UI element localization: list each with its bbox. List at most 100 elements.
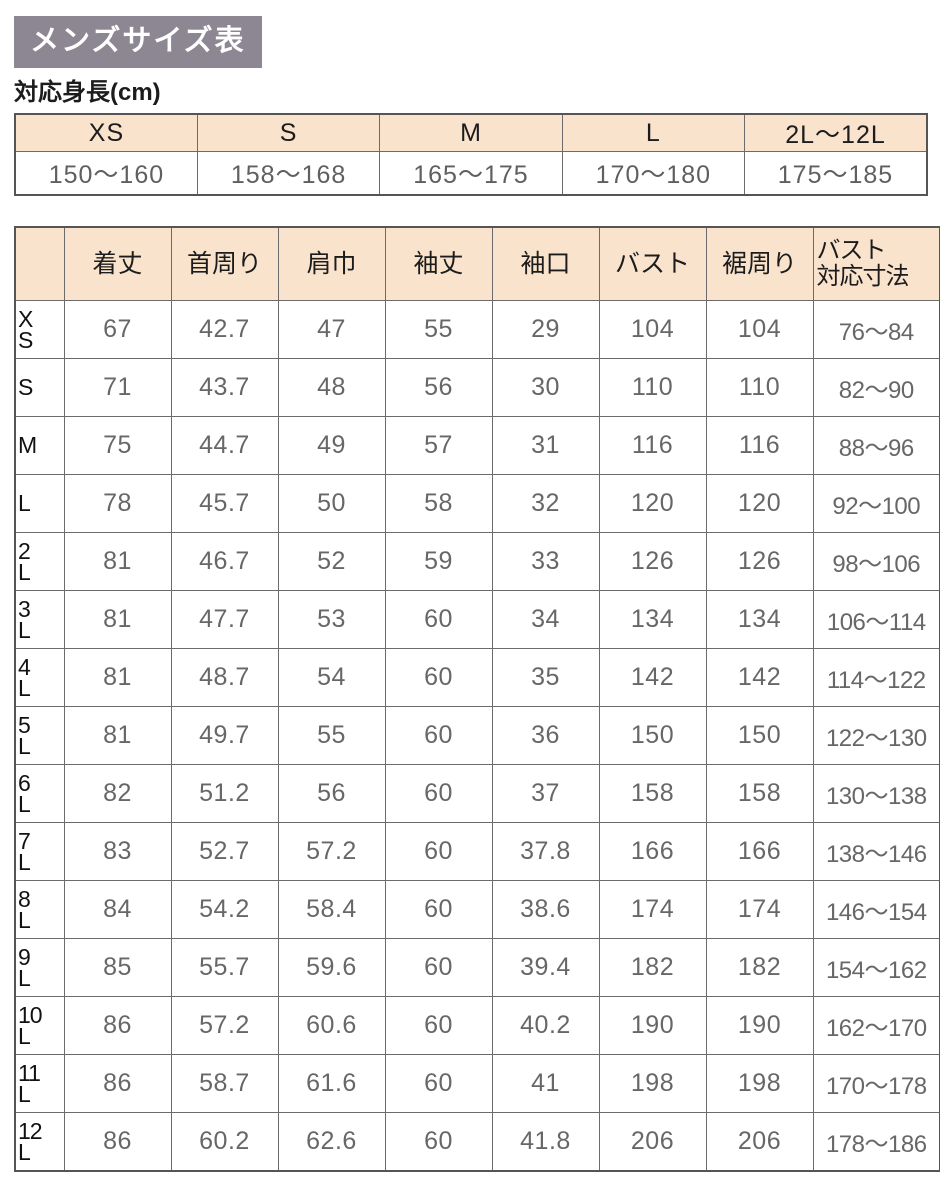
row-size-label-top: 11 xyxy=(18,1059,41,1086)
measurements-header-kitake: 着丈 xyxy=(63,226,172,302)
measurements-header-row: 着丈 首周り 肩巾 袖丈 袖口 バスト 裾周り バスト 対応寸法 xyxy=(14,226,940,302)
height-header-cell-s: S xyxy=(196,113,381,153)
cell-1: 44.7 xyxy=(170,416,279,476)
cell-3: 60 xyxy=(384,706,493,766)
cell-4: 35 xyxy=(491,648,600,708)
cell-0: 85 xyxy=(63,938,172,998)
cell-1: 43.7 xyxy=(170,358,279,418)
row-size-label-top: 10 xyxy=(18,1001,43,1028)
cell-7: 122〜130 xyxy=(812,706,940,766)
cell-5: 166 xyxy=(598,822,707,882)
cell-7: 106〜114 xyxy=(812,590,940,650)
table-row: 10 L 86 57.2 60.6 60 40.2 190 190 162〜170 xyxy=(14,996,940,1056)
cell-1: 57.2 xyxy=(170,996,279,1056)
cell-6: 166 xyxy=(705,822,814,882)
cell-2: 58.4 xyxy=(277,880,386,940)
cell-6: 142 xyxy=(705,648,814,708)
cell-7: 162〜170 xyxy=(812,996,940,1056)
row-size-label-bottom: L xyxy=(18,790,31,817)
cell-7: 138〜146 xyxy=(812,822,940,882)
cell-5: 150 xyxy=(598,706,707,766)
cell-5: 174 xyxy=(598,880,707,940)
row-size-label-top: 12 xyxy=(18,1117,43,1144)
cell-4: 29 xyxy=(491,300,600,360)
cell-2: 60.6 xyxy=(277,996,386,1056)
cell-7: 88〜96 xyxy=(812,416,940,476)
table-row: 3 L 81 47.7 53 60 34 134 134 106〜114 xyxy=(14,590,940,650)
cell-7: 178〜186 xyxy=(812,1112,940,1172)
row-size-label: L xyxy=(14,474,65,534)
table-row: S 71 43.7 48 56 30 110 110 82〜90 xyxy=(14,358,940,418)
cell-0: 81 xyxy=(63,706,172,766)
page-title: メンズサイズ表 xyxy=(14,16,262,68)
cell-4: 36 xyxy=(491,706,600,766)
cell-6: 110 xyxy=(705,358,814,418)
cell-0: 83 xyxy=(63,822,172,882)
measurements-table: 着丈 首周り 肩巾 袖丈 袖口 バスト 裾周り バスト 対応寸法 X S 67 42.… xyxy=(14,226,940,1173)
cell-1: 54.2 xyxy=(170,880,279,940)
height-value-2l-12l: 175〜185 xyxy=(744,151,928,196)
cell-2: 47 xyxy=(277,300,386,360)
row-size-label-top: 8 xyxy=(18,885,31,912)
cell-1: 45.7 xyxy=(170,474,279,534)
cell-5: 190 xyxy=(598,996,707,1056)
cell-3: 60 xyxy=(384,880,493,940)
cell-3: 60 xyxy=(384,938,493,998)
cell-7: 98〜106 xyxy=(812,532,940,592)
cell-6: 126 xyxy=(705,532,814,592)
cell-4: 37.8 xyxy=(491,822,600,882)
cell-0: 81 xyxy=(63,648,172,708)
cell-2: 52 xyxy=(277,532,386,592)
row-size-label-bottom: L xyxy=(18,674,31,701)
cell-7: 146〜154 xyxy=(812,880,940,940)
cell-3: 60 xyxy=(384,1054,493,1114)
cell-3: 60 xyxy=(384,996,493,1056)
cell-1: 46.7 xyxy=(170,532,279,592)
measurements-header-susomawari: 裾周り xyxy=(705,226,814,302)
cell-3: 56 xyxy=(384,358,493,418)
cell-4: 41 xyxy=(491,1054,600,1114)
cell-5: 116 xyxy=(598,416,707,476)
cell-3: 60 xyxy=(384,590,493,650)
cell-5: 110 xyxy=(598,358,707,418)
cell-0: 86 xyxy=(63,996,172,1056)
table-row: 4 L 81 48.7 54 60 35 142 142 114〜122 xyxy=(14,648,940,708)
cell-2: 57.2 xyxy=(277,822,386,882)
cell-1: 55.7 xyxy=(170,938,279,998)
cell-7: 154〜162 xyxy=(812,938,940,998)
cell-3: 60 xyxy=(384,764,493,824)
cell-7: 76〜84 xyxy=(812,300,940,360)
measurements-header-sodetake: 袖丈 xyxy=(384,226,493,302)
cell-1: 51.2 xyxy=(170,764,279,824)
row-size-label-top: L xyxy=(18,490,31,517)
cell-3: 60 xyxy=(384,1112,493,1172)
table-row: 8 L 84 54.2 58.4 60 38.6 174 174 146〜154 xyxy=(14,880,940,940)
cell-5: 134 xyxy=(598,590,707,650)
cell-5: 158 xyxy=(598,764,707,824)
cell-1: 48.7 xyxy=(170,648,279,708)
cell-3: 60 xyxy=(384,822,493,882)
cell-3: 58 xyxy=(384,474,493,534)
cell-1: 42.7 xyxy=(170,300,279,360)
table-row: 2 L 81 46.7 52 59 33 126 126 98〜106 xyxy=(14,532,940,592)
cell-6: 206 xyxy=(705,1112,814,1172)
table-row: L 78 45.7 50 58 32 120 120 92〜100 xyxy=(14,474,940,534)
table-row: 5 L 81 49.7 55 60 36 150 150 122〜130 xyxy=(14,706,940,766)
cell-0: 82 xyxy=(63,764,172,824)
height-header-cell-m: M xyxy=(379,113,563,153)
row-size-label-bottom: L xyxy=(18,1080,31,1107)
height-header-cell-xs: XS xyxy=(14,113,198,153)
cell-4: 32 xyxy=(491,474,600,534)
cell-2: 59.6 xyxy=(277,938,386,998)
row-size-label-top: 6 xyxy=(18,769,31,796)
cell-7: 82〜90 xyxy=(812,358,940,418)
cell-0: 67 xyxy=(63,300,172,360)
measurements-header-kubimawari: 首周り xyxy=(170,226,279,302)
cell-3: 60 xyxy=(384,648,493,708)
cell-2: 55 xyxy=(277,706,386,766)
table-row: 9 L 85 55.7 59.6 60 39.4 182 182 154〜162 xyxy=(14,938,940,998)
row-size-label-bottom: S xyxy=(18,326,33,353)
